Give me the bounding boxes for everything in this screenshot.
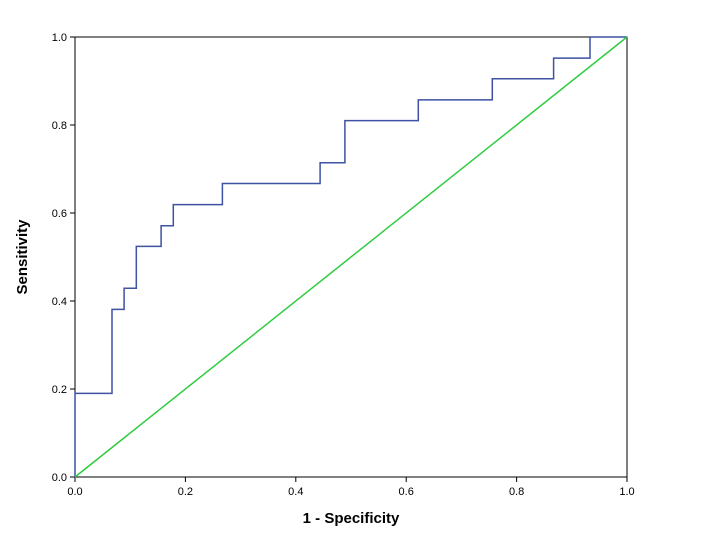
x-tick-label: 0.4 <box>288 486 303 498</box>
plot-frame <box>74 36 628 478</box>
y-tick-label: 0.6 <box>52 208 67 220</box>
x-tick-label: 1.0 <box>619 486 634 498</box>
y-axis: 0.0 0.2 0.4 0.6 0.8 1.0 <box>52 32 75 484</box>
y-tick-label: 0.8 <box>52 120 67 132</box>
x-tick-label: 0.2 <box>178 486 193 498</box>
y-axis-label: Sensitivity <box>14 219 31 295</box>
reference-diagonal-line <box>74 36 628 478</box>
y-tick-label: 1.0 <box>52 32 67 44</box>
x-tick-label: 0.6 <box>399 486 414 498</box>
x-tick-label: 0.0 <box>67 486 82 498</box>
y-tick-label: 0.0 <box>52 472 67 484</box>
x-axis-label: 1 - Specificity <box>303 510 400 527</box>
x-tick-label: 0.8 <box>509 486 524 498</box>
roc-curve-line <box>74 36 627 477</box>
y-tick-label: 0.2 <box>52 384 67 396</box>
x-axis: 0.0 0.2 0.4 0.6 0.8 1.0 <box>67 477 635 498</box>
series-layer <box>74 36 628 478</box>
y-tick-label: 0.4 <box>52 296 67 308</box>
